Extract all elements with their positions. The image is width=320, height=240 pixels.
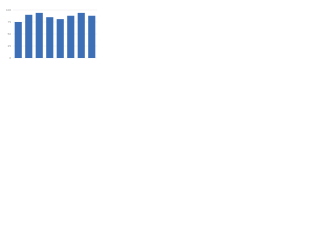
bar	[14, 22, 22, 58]
y-tick-label: 25	[8, 44, 12, 48]
bar	[77, 12, 85, 58]
bar	[25, 14, 33, 59]
bar	[67, 15, 75, 58]
bar	[56, 19, 64, 58]
y-tick-label: 50	[8, 32, 12, 36]
page: {"chart_data": {"type": "bar", "categori…	[0, 0, 100, 71]
bar	[46, 17, 54, 58]
chart: 0 25 50 75 100	[6, 8, 97, 60]
bar	[88, 15, 96, 58]
bar	[35, 12, 43, 58]
y-tick-label: 100	[6, 8, 11, 12]
y-tick-label: 0	[9, 56, 11, 60]
y-tick-label: 75	[8, 20, 12, 24]
